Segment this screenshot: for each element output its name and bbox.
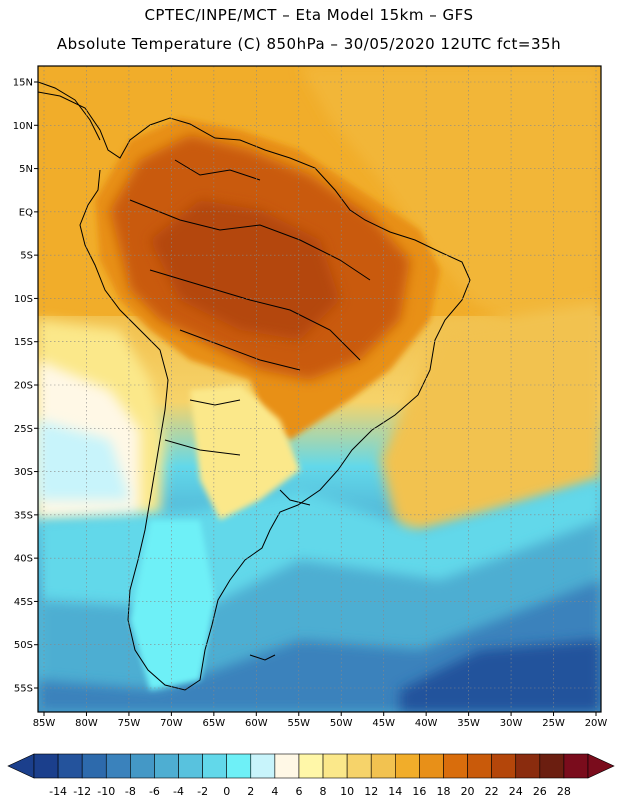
colorbar-label: 10 xyxy=(340,785,354,798)
lon-tick-label: 85W xyxy=(33,718,56,729)
colorbar-label: 28 xyxy=(557,785,571,798)
lat-tick-label: EQ xyxy=(19,207,33,218)
lat-tick-label: 40S xyxy=(14,554,33,565)
colorbar-box xyxy=(130,753,155,779)
lat-tick-label: 10S xyxy=(14,294,33,305)
lat-tick-label: 25S xyxy=(14,424,33,435)
lon-tick-label: 45W xyxy=(372,718,395,729)
longitude-ticks: 85W 80W 75W 70W 65W 60W 55W 50W 45W 40W 35W 30W 25W 2… xyxy=(33,712,608,729)
colorbar-label: -2 xyxy=(197,785,208,798)
latitude-ticks: 15N 10N 5N EQ 5S 10S 15S 20S 25S 30S 35S 40S 45S 50S 5… xyxy=(13,78,38,695)
lon-tick-label: 20W xyxy=(585,718,608,729)
colorbar-labels: -14 -12 -10 -8 -6 -4 -2 0 2 4 6 8 10 12 14 16 18 20 22 24 26… xyxy=(49,785,571,798)
lat-tick-label: 15N xyxy=(13,78,33,89)
colorbar-box xyxy=(250,753,276,779)
colorbar-label: 2 xyxy=(247,785,254,798)
graticule xyxy=(38,66,601,712)
colorbar-label: 22 xyxy=(485,785,499,798)
colorbar-box xyxy=(563,753,589,779)
colorbar-box xyxy=(33,753,59,779)
lat-tick-label: 10N xyxy=(13,121,33,132)
colorbar-box xyxy=(298,753,324,779)
lon-tick-label: 50W xyxy=(330,718,353,729)
lon-tick-label: 60W xyxy=(245,718,268,729)
colorbar-box xyxy=(81,753,107,779)
colorbar-box xyxy=(467,753,492,779)
lat-tick-label: 30S xyxy=(14,467,33,478)
title-line-1: CPTEC/INPE/MCT – Eta Model 15km – GFS xyxy=(144,6,474,24)
colorbar xyxy=(7,753,615,779)
title-line-2: Absolute Temperature (C) 850hPa – 30/05/… xyxy=(56,35,562,53)
lon-tick-label: 35W xyxy=(457,718,480,729)
colorbar-label: 18 xyxy=(436,785,450,798)
colorbar-box xyxy=(395,753,420,779)
lat-tick-label: 55S xyxy=(14,684,33,695)
colorbar-box xyxy=(419,753,444,779)
colorbar-box xyxy=(539,753,565,779)
lat-tick-label: 35S xyxy=(14,510,33,521)
colorbar-label: 12 xyxy=(364,785,378,798)
plot-frame xyxy=(37,65,602,713)
colorbar-left-arrow xyxy=(7,753,35,779)
lat-tick-label: 20S xyxy=(14,381,33,392)
colorbar-label: -12 xyxy=(73,785,91,798)
coastline xyxy=(38,81,471,691)
colorbar-label: -10 xyxy=(97,785,115,798)
lon-tick-label: 70W xyxy=(160,718,183,729)
colorbar-label: 0 xyxy=(223,785,230,798)
colorbar-box xyxy=(322,753,348,779)
colorbar-label: 8 xyxy=(320,785,327,798)
colorbar-label: -4 xyxy=(173,785,184,798)
colorbar-box xyxy=(370,753,396,779)
temperature-field xyxy=(38,66,601,712)
colorbar-box xyxy=(274,753,300,779)
lon-tick-label: 30W xyxy=(500,718,523,729)
lat-tick-label: 15S xyxy=(14,337,33,348)
colorbar-box xyxy=(178,753,203,779)
colorbar-label: 26 xyxy=(533,785,547,798)
colorbar-box xyxy=(515,753,541,779)
colorbar-label: 4 xyxy=(271,785,278,798)
lon-tick-label: 25W xyxy=(542,718,565,729)
colorbar-label: 6 xyxy=(295,785,302,798)
colorbar-box xyxy=(491,753,517,779)
colorbar-box xyxy=(202,753,227,779)
lon-tick-label: 40W xyxy=(415,718,438,729)
colorbar-box xyxy=(57,753,83,779)
colorbar-label: 20 xyxy=(461,785,475,798)
colorbar-label: 24 xyxy=(509,785,523,798)
lat-tick-label: 5N xyxy=(19,164,33,175)
lat-tick-label: 5S xyxy=(20,251,33,262)
lon-tick-label: 75W xyxy=(118,718,141,729)
colorbar-label: 16 xyxy=(412,785,426,798)
colorbar-label: -14 xyxy=(49,785,67,798)
colorbar-label: -6 xyxy=(149,785,160,798)
lat-tick-label: 45S xyxy=(14,597,33,608)
lon-tick-label: 65W xyxy=(203,718,226,729)
colorbar-label: -8 xyxy=(125,785,136,798)
colorbar-label: 14 xyxy=(388,785,402,798)
colorbar-box xyxy=(226,753,252,779)
colorbar-box xyxy=(346,753,372,779)
lon-tick-label: 80W xyxy=(75,718,98,729)
colorbar-box xyxy=(154,753,179,779)
colorbar-box xyxy=(443,753,468,779)
lat-tick-label: 50S xyxy=(14,640,33,651)
lon-tick-label: 55W xyxy=(287,718,310,729)
colorbar-right-arrow xyxy=(587,753,615,779)
colorbar-box xyxy=(105,753,131,779)
